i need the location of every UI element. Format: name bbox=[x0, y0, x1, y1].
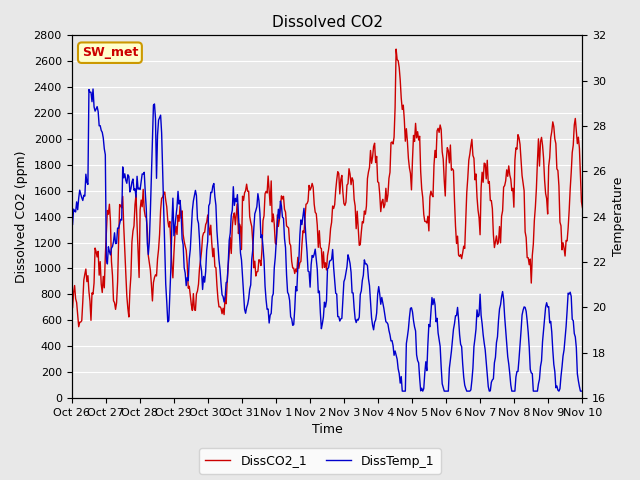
DissTemp_1 bbox=[312, 246, 319, 252]
DissTemp_1 bbox=[568, 316, 576, 322]
DissCO2_1 bbox=[75, 324, 83, 330]
DissCO2_1 bbox=[488, 206, 496, 212]
DissCO2_1 bbox=[579, 205, 586, 211]
DissTemp_1 bbox=[345, 256, 353, 262]
DissCO2_1 bbox=[373, 154, 381, 159]
Line: DissTemp_1: DissTemp_1 bbox=[72, 89, 582, 391]
DissCO2_1 bbox=[314, 244, 322, 250]
Y-axis label: Temperature: Temperature bbox=[612, 177, 625, 256]
Legend: DissCO2_1, DissTemp_1: DissCO2_1, DissTemp_1 bbox=[199, 448, 441, 474]
DissTemp_1 bbox=[373, 310, 381, 316]
Text: SW_met: SW_met bbox=[82, 46, 138, 59]
DissCO2_1 bbox=[392, 46, 400, 52]
DissCO2_1 bbox=[68, 304, 76, 310]
DissCO2_1 bbox=[312, 209, 319, 215]
DissTemp_1 bbox=[68, 205, 76, 211]
Line: DissCO2_1: DissCO2_1 bbox=[72, 49, 582, 327]
DissTemp_1 bbox=[314, 290, 322, 296]
Y-axis label: Dissolved CO2 (ppm): Dissolved CO2 (ppm) bbox=[15, 150, 28, 283]
DissTemp_1 bbox=[579, 388, 586, 394]
DissCO2_1 bbox=[568, 150, 576, 156]
DissCO2_1 bbox=[345, 166, 353, 172]
DissTemp_1 bbox=[399, 388, 406, 394]
DissTemp_1 bbox=[89, 86, 97, 92]
DissTemp_1 bbox=[488, 377, 496, 383]
X-axis label: Time: Time bbox=[312, 423, 342, 436]
Title: Dissolved CO2: Dissolved CO2 bbox=[271, 15, 383, 30]
